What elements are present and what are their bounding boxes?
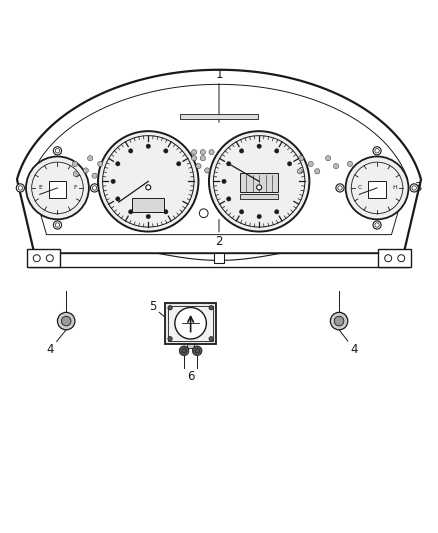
Text: 6: 6 — [187, 370, 194, 383]
Text: 5: 5 — [149, 300, 164, 317]
Circle shape — [146, 144, 150, 148]
Circle shape — [200, 149, 205, 155]
Circle shape — [275, 209, 279, 214]
Circle shape — [346, 157, 409, 220]
Circle shape — [61, 316, 71, 326]
Circle shape — [222, 179, 226, 183]
Circle shape — [257, 144, 261, 148]
Text: F: F — [73, 185, 77, 190]
Text: 1: 1 — [215, 68, 223, 123]
Circle shape — [398, 255, 405, 262]
Circle shape — [16, 184, 25, 192]
Bar — [240, 193, 278, 199]
Bar — [180, 114, 258, 119]
Circle shape — [209, 131, 309, 231]
Circle shape — [226, 161, 231, 166]
Text: 4: 4 — [339, 330, 358, 356]
Bar — [214, 253, 224, 263]
Circle shape — [209, 149, 214, 155]
Bar — [187, 344, 194, 349]
Circle shape — [333, 164, 339, 169]
Circle shape — [257, 214, 261, 219]
Circle shape — [373, 147, 381, 155]
Circle shape — [72, 161, 78, 166]
Circle shape — [91, 184, 99, 192]
Bar — [132, 198, 164, 213]
Circle shape — [26, 157, 89, 220]
Bar — [168, 306, 213, 341]
Circle shape — [57, 312, 75, 330]
Circle shape — [73, 171, 78, 176]
Circle shape — [196, 164, 201, 169]
Circle shape — [200, 156, 205, 161]
Circle shape — [334, 316, 344, 326]
Circle shape — [98, 161, 103, 166]
Circle shape — [83, 168, 88, 173]
Circle shape — [325, 156, 331, 161]
Circle shape — [373, 221, 381, 229]
Circle shape — [297, 169, 302, 174]
Circle shape — [168, 336, 172, 341]
Circle shape — [199, 209, 208, 217]
Circle shape — [330, 312, 348, 330]
Circle shape — [385, 255, 392, 262]
Circle shape — [92, 173, 97, 179]
Bar — [29, 253, 409, 266]
Circle shape — [146, 214, 150, 219]
Circle shape — [240, 209, 244, 214]
Circle shape — [53, 221, 62, 229]
Circle shape — [168, 305, 172, 310]
Circle shape — [175, 308, 206, 339]
Text: 4: 4 — [46, 330, 66, 356]
Circle shape — [164, 209, 168, 214]
Bar — [165, 303, 216, 344]
Circle shape — [205, 168, 210, 173]
Circle shape — [116, 197, 120, 201]
Bar — [240, 173, 278, 192]
Circle shape — [287, 161, 292, 166]
Circle shape — [308, 161, 313, 166]
Circle shape — [164, 149, 168, 153]
Circle shape — [88, 156, 93, 161]
Circle shape — [410, 184, 418, 192]
Circle shape — [179, 346, 189, 356]
Circle shape — [116, 161, 120, 166]
Circle shape — [298, 156, 304, 161]
Bar — [27, 249, 60, 268]
Circle shape — [192, 346, 202, 356]
Circle shape — [240, 149, 244, 153]
Circle shape — [209, 305, 213, 310]
Circle shape — [146, 185, 151, 190]
Polygon shape — [17, 70, 421, 253]
Text: H: H — [392, 185, 397, 190]
Text: 3: 3 — [410, 181, 421, 193]
Circle shape — [33, 255, 40, 262]
Circle shape — [53, 147, 62, 155]
Circle shape — [111, 179, 115, 183]
Text: C: C — [357, 185, 362, 190]
Circle shape — [177, 161, 181, 166]
Text: 2: 2 — [215, 220, 223, 248]
Circle shape — [128, 209, 133, 214]
Circle shape — [226, 197, 231, 201]
Circle shape — [191, 156, 197, 161]
Text: E: E — [38, 185, 42, 190]
Circle shape — [257, 185, 261, 190]
Circle shape — [128, 149, 133, 153]
Circle shape — [347, 161, 353, 166]
Circle shape — [191, 149, 197, 155]
Bar — [368, 181, 386, 198]
Circle shape — [46, 255, 53, 262]
Bar — [49, 181, 66, 198]
Circle shape — [98, 131, 198, 231]
Circle shape — [336, 184, 344, 192]
Circle shape — [275, 149, 279, 153]
Circle shape — [209, 336, 213, 341]
Bar — [378, 249, 411, 268]
Circle shape — [314, 169, 320, 174]
